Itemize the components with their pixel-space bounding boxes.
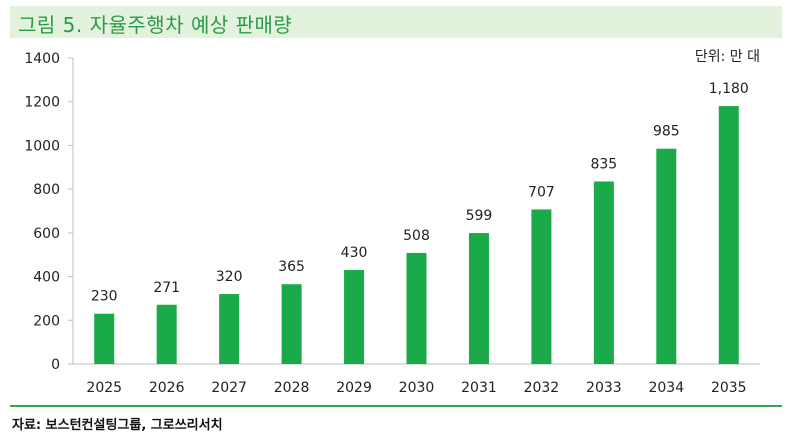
x-tick-label: 2030 [399, 380, 435, 396]
bar [656, 148, 677, 364]
y-tick-label: 800 [33, 182, 60, 198]
y-tick-label: 1000 [24, 138, 60, 154]
bar [468, 233, 489, 364]
bar [718, 106, 739, 364]
x-tick-label: 2029 [336, 380, 372, 396]
x-tick-label: 2026 [149, 380, 185, 396]
x-tick-label: 2025 [86, 380, 122, 396]
chart-title: 그림 5. 자율주행차 예상 판매량 [18, 13, 293, 37]
bar [281, 284, 302, 364]
bar-chart: 0 200 400 600 800 1000 1200 1400 230 2025 271 2026 3… [24, 51, 760, 396]
x-tick-label: 2034 [648, 380, 684, 396]
x-tick-label: 2033 [586, 380, 622, 396]
data-label: 365 [278, 259, 305, 275]
y-tick-label: 200 [33, 313, 60, 329]
data-label: 707 [528, 184, 555, 200]
data-label: 835 [590, 156, 617, 172]
y-tick-label: 400 [33, 270, 60, 286]
x-tick-label: 2032 [524, 380, 560, 396]
bar [156, 304, 177, 364]
bar [94, 313, 115, 364]
bar [593, 181, 614, 364]
unit-label: 단위: 만 대 [694, 49, 760, 65]
bar [219, 294, 240, 364]
data-label: 599 [466, 208, 493, 224]
data-label: 985 [653, 124, 680, 140]
y-tick-label: 600 [33, 226, 60, 242]
data-label: 508 [403, 228, 430, 244]
source-divider [10, 405, 782, 407]
bar [406, 252, 427, 364]
bar [344, 270, 365, 364]
data-label: 1,180 [709, 81, 749, 97]
x-tick-label: 2028 [274, 380, 310, 396]
x-tick-label: 2031 [461, 380, 497, 396]
source-note: 자료: 보스턴컨설팅그룹, 그로쓰리서치 [12, 418, 223, 433]
x-tick-label: 2027 [211, 380, 247, 396]
data-label: 271 [153, 280, 180, 296]
data-label: 430 [341, 245, 368, 261]
y-tick-label: 1200 [24, 95, 60, 111]
data-label: 230 [91, 289, 118, 305]
data-label: 320 [216, 269, 243, 285]
title-bar: 그림 5. 자율주행차 예상 판매량 [10, 6, 782, 38]
x-tick-label: 2035 [711, 380, 747, 396]
bar [531, 209, 552, 364]
y-tick-label: 0 [51, 357, 60, 373]
y-tick-label: 1400 [24, 51, 60, 67]
